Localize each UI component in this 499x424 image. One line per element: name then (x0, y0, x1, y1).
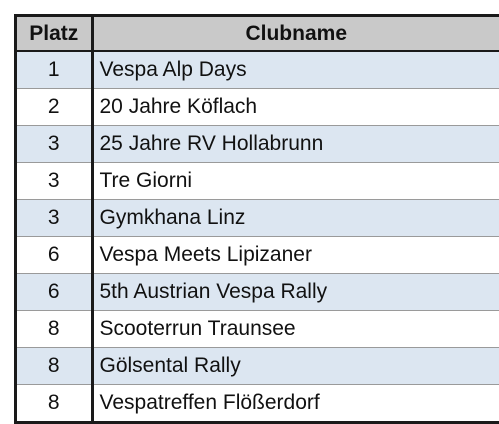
table-row: 3 Gymkhana Linz (17, 199, 499, 237)
clubname-cell: Vespatreffen Flößerdorf (92, 384, 499, 421)
clubname-cell: Vespa Meets Lipizaner (92, 236, 499, 274)
table-row: 8 Scooterrun Traunsee (17, 310, 499, 348)
table-row: 8 Gölsental Rally (17, 347, 499, 385)
clubname-cell: Scooterrun Traunsee (92, 310, 499, 348)
table-row: 2 20 Jahre Köflach (17, 88, 499, 126)
platz-cell: 2 (17, 88, 94, 126)
clubname-cell: Gymkhana Linz (92, 199, 499, 237)
ranking-table: Platz Clubname 1 Vespa Alp Days 2 20 Jah… (17, 17, 499, 421)
table-row: 6 Vespa Meets Lipizaner (17, 236, 499, 274)
table-row: 3 Tre Giorni (17, 162, 499, 200)
column-header-clubname: Clubname (92, 17, 499, 52)
clubname-cell: Vespa Alp Days (92, 51, 499, 89)
platz-cell: 3 (17, 125, 94, 163)
table-row: 1 Vespa Alp Days (17, 51, 499, 89)
clubname-cell: 25 Jahre RV Hollabrunn (92, 125, 499, 163)
column-header-platz: Platz (17, 17, 94, 52)
clubname-cell: 20 Jahre Köflach (92, 88, 499, 126)
clubname-cell: Gölsental Rally (92, 347, 499, 385)
platz-cell: 8 (17, 384, 94, 421)
table-header-row: Platz Clubname (17, 17, 499, 52)
table-row: 6 5th Austrian Vespa Rally (17, 273, 499, 311)
platz-cell: 3 (17, 162, 94, 200)
ranking-table-frame: Platz Clubname 1 Vespa Alp Days 2 20 Jah… (14, 14, 499, 424)
clubname-cell: 5th Austrian Vespa Rally (92, 273, 499, 311)
platz-cell: 6 (17, 273, 94, 311)
platz-cell: 8 (17, 310, 94, 348)
platz-cell: 1 (17, 51, 94, 89)
platz-cell: 3 (17, 199, 94, 237)
table-row: 3 25 Jahre RV Hollabrunn (17, 125, 499, 163)
clubname-cell: Tre Giorni (92, 162, 499, 200)
table-row: 8 Vespatreffen Flößerdorf (17, 384, 499, 421)
platz-cell: 6 (17, 236, 94, 274)
platz-cell: 8 (17, 347, 94, 385)
